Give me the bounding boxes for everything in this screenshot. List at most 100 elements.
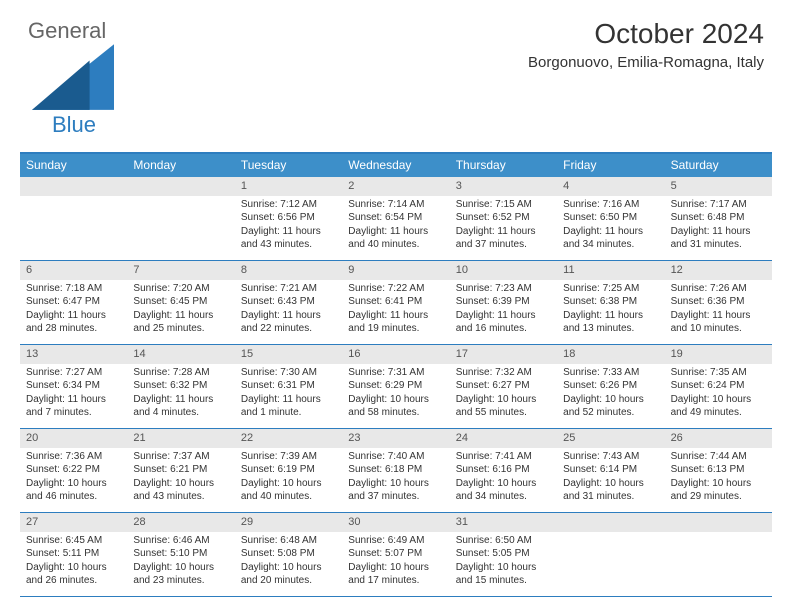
sunrise-text: Sunrise: 7:41 AM <box>456 450 551 464</box>
day-body: Sunrise: 6:46 AMSunset: 5:10 PMDaylight:… <box>127 532 234 592</box>
daylight-text: Daylight: 11 hours and 4 minutes. <box>133 393 228 420</box>
daylight-text: Daylight: 10 hours and 40 minutes. <box>241 477 336 504</box>
sunset-text: Sunset: 6:56 PM <box>241 211 336 225</box>
day-body: Sunrise: 7:37 AMSunset: 6:21 PMDaylight:… <box>127 448 234 508</box>
day-cell-19: 19Sunrise: 7:35 AMSunset: 6:24 PMDayligh… <box>665 345 772 428</box>
daylight-text: Daylight: 11 hours and 13 minutes. <box>563 309 658 336</box>
day-body: Sunrise: 7:30 AMSunset: 6:31 PMDaylight:… <box>235 364 342 424</box>
day-cell-4: 4Sunrise: 7:16 AMSunset: 6:50 PMDaylight… <box>557 177 664 260</box>
title-block: October 2024 Borgonuovo, Emilia-Romagna,… <box>528 18 764 71</box>
sunset-text: Sunset: 6:26 PM <box>563 379 658 393</box>
week-row: 6Sunrise: 7:18 AMSunset: 6:47 PMDaylight… <box>20 261 772 345</box>
sunrise-text: Sunrise: 7:18 AM <box>26 282 121 296</box>
day-header-row: SundayMondayTuesdayWednesdayThursdayFrid… <box>20 154 772 177</box>
day-cell-2: 2Sunrise: 7:14 AMSunset: 6:54 PMDaylight… <box>342 177 449 260</box>
day-body: Sunrise: 6:50 AMSunset: 5:05 PMDaylight:… <box>450 532 557 592</box>
daylight-text: Daylight: 10 hours and 55 minutes. <box>456 393 551 420</box>
location: Borgonuovo, Emilia-Romagna, Italy <box>528 54 764 71</box>
sunrise-text: Sunrise: 7:17 AM <box>671 198 766 212</box>
sunset-text: Sunset: 6:50 PM <box>563 211 658 225</box>
day-cell-31: 31Sunrise: 6:50 AMSunset: 5:05 PMDayligh… <box>450 513 557 596</box>
daylight-text: Daylight: 11 hours and 7 minutes. <box>26 393 121 420</box>
sunrise-text: Sunrise: 7:35 AM <box>671 366 766 380</box>
sunset-text: Sunset: 5:11 PM <box>26 547 121 561</box>
day-cell-14: 14Sunrise: 7:28 AMSunset: 6:32 PMDayligh… <box>127 345 234 428</box>
empty-cell <box>20 177 127 260</box>
day-number: 20 <box>20 429 127 448</box>
day-number: 5 <box>665 177 772 196</box>
day-body: Sunrise: 7:20 AMSunset: 6:45 PMDaylight:… <box>127 280 234 340</box>
daylight-text: Daylight: 11 hours and 40 minutes. <box>348 225 443 252</box>
sunset-text: Sunset: 6:52 PM <box>456 211 551 225</box>
day-cell-11: 11Sunrise: 7:25 AMSunset: 6:38 PMDayligh… <box>557 261 664 344</box>
daylight-text: Daylight: 10 hours and 49 minutes. <box>671 393 766 420</box>
sunrise-text: Sunrise: 7:40 AM <box>348 450 443 464</box>
sunrise-text: Sunrise: 7:25 AM <box>563 282 658 296</box>
day-body: Sunrise: 7:44 AMSunset: 6:13 PMDaylight:… <box>665 448 772 508</box>
sunrise-text: Sunrise: 7:33 AM <box>563 366 658 380</box>
day-body: Sunrise: 7:39 AMSunset: 6:19 PMDaylight:… <box>235 448 342 508</box>
daylight-text: Daylight: 11 hours and 19 minutes. <box>348 309 443 336</box>
day-cell-20: 20Sunrise: 7:36 AMSunset: 6:22 PMDayligh… <box>20 429 127 512</box>
sunrise-text: Sunrise: 7:23 AM <box>456 282 551 296</box>
day-cell-26: 26Sunrise: 7:44 AMSunset: 6:13 PMDayligh… <box>665 429 772 512</box>
empty-cell <box>557 513 664 596</box>
empty-daynum <box>665 513 772 532</box>
day-body: Sunrise: 7:33 AMSunset: 6:26 PMDaylight:… <box>557 364 664 424</box>
day-header-friday: Friday <box>557 154 664 177</box>
day-body: Sunrise: 7:17 AMSunset: 6:48 PMDaylight:… <box>665 196 772 256</box>
day-number: 2 <box>342 177 449 196</box>
day-number: 3 <box>450 177 557 196</box>
sunset-text: Sunset: 6:14 PM <box>563 463 658 477</box>
day-number: 22 <box>235 429 342 448</box>
daylight-text: Daylight: 10 hours and 52 minutes. <box>563 393 658 420</box>
day-number: 16 <box>342 345 449 364</box>
sunset-text: Sunset: 6:43 PM <box>241 295 336 309</box>
day-body: Sunrise: 7:31 AMSunset: 6:29 PMDaylight:… <box>342 364 449 424</box>
sunset-text: Sunset: 6:22 PM <box>26 463 121 477</box>
sunset-text: Sunset: 6:48 PM <box>671 211 766 225</box>
day-cell-15: 15Sunrise: 7:30 AMSunset: 6:31 PMDayligh… <box>235 345 342 428</box>
sunrise-text: Sunrise: 7:14 AM <box>348 198 443 212</box>
sunset-text: Sunset: 6:13 PM <box>671 463 766 477</box>
sunrise-text: Sunrise: 7:15 AM <box>456 198 551 212</box>
sunset-text: Sunset: 6:19 PM <box>241 463 336 477</box>
day-number: 7 <box>127 261 234 280</box>
sunset-text: Sunset: 6:39 PM <box>456 295 551 309</box>
sunrise-text: Sunrise: 7:30 AM <box>241 366 336 380</box>
sunrise-text: Sunrise: 7:43 AM <box>563 450 658 464</box>
daylight-text: Daylight: 10 hours and 20 minutes. <box>241 561 336 588</box>
day-cell-23: 23Sunrise: 7:40 AMSunset: 6:18 PMDayligh… <box>342 429 449 512</box>
day-cell-1: 1Sunrise: 7:12 AMSunset: 6:56 PMDaylight… <box>235 177 342 260</box>
sunset-text: Sunset: 6:38 PM <box>563 295 658 309</box>
day-body: Sunrise: 7:40 AMSunset: 6:18 PMDaylight:… <box>342 448 449 508</box>
daylight-text: Daylight: 11 hours and 16 minutes. <box>456 309 551 336</box>
day-cell-30: 30Sunrise: 6:49 AMSunset: 5:07 PMDayligh… <box>342 513 449 596</box>
sunset-text: Sunset: 5:08 PM <box>241 547 336 561</box>
daylight-text: Daylight: 11 hours and 31 minutes. <box>671 225 766 252</box>
day-number: 26 <box>665 429 772 448</box>
logo: GeneralBlue <box>28 18 110 138</box>
daylight-text: Daylight: 11 hours and 10 minutes. <box>671 309 766 336</box>
day-number: 21 <box>127 429 234 448</box>
day-body: Sunrise: 7:35 AMSunset: 6:24 PMDaylight:… <box>665 364 772 424</box>
empty-cell <box>665 513 772 596</box>
day-body: Sunrise: 7:23 AMSunset: 6:39 PMDaylight:… <box>450 280 557 340</box>
day-number: 19 <box>665 345 772 364</box>
sunrise-text: Sunrise: 6:46 AM <box>133 534 228 548</box>
sunset-text: Sunset: 5:05 PM <box>456 547 551 561</box>
empty-daynum <box>127 177 234 196</box>
sunrise-text: Sunrise: 6:50 AM <box>456 534 551 548</box>
daylight-text: Daylight: 10 hours and 29 minutes. <box>671 477 766 504</box>
sunset-text: Sunset: 5:10 PM <box>133 547 228 561</box>
week-row: 1Sunrise: 7:12 AMSunset: 6:56 PMDaylight… <box>20 177 772 261</box>
day-body: Sunrise: 7:36 AMSunset: 6:22 PMDaylight:… <box>20 448 127 508</box>
day-cell-24: 24Sunrise: 7:41 AMSunset: 6:16 PMDayligh… <box>450 429 557 512</box>
day-number: 12 <box>665 261 772 280</box>
sunset-text: Sunset: 6:32 PM <box>133 379 228 393</box>
sunrise-text: Sunrise: 7:31 AM <box>348 366 443 380</box>
day-body: Sunrise: 7:41 AMSunset: 6:16 PMDaylight:… <box>450 448 557 508</box>
sunset-text: Sunset: 6:34 PM <box>26 379 121 393</box>
day-number: 4 <box>557 177 664 196</box>
sunrise-text: Sunrise: 7:39 AM <box>241 450 336 464</box>
